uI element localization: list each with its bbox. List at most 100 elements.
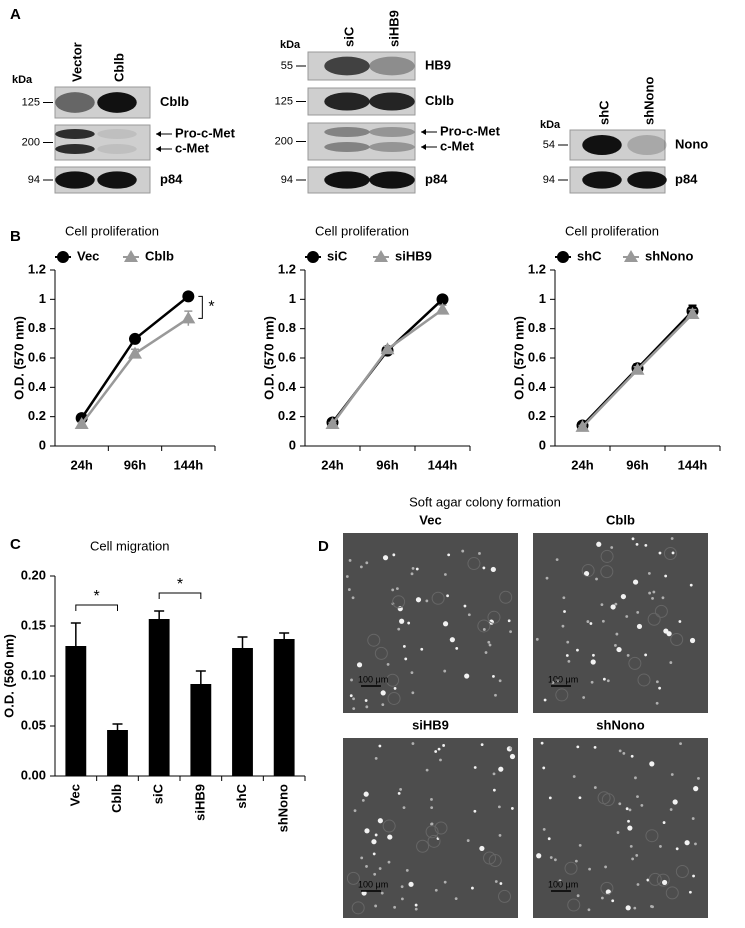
colony xyxy=(391,588,395,592)
colony xyxy=(692,874,695,878)
colony xyxy=(365,865,368,868)
colony xyxy=(364,699,368,702)
colony xyxy=(684,840,690,846)
colony xyxy=(509,753,516,760)
cell-shadow xyxy=(647,612,661,626)
cell-shadow xyxy=(600,565,614,579)
colony xyxy=(443,880,447,884)
colony xyxy=(400,885,404,889)
y-tick-label: 0.8 xyxy=(28,320,46,335)
y-tick-label: 0.6 xyxy=(528,349,546,364)
bar xyxy=(65,646,87,776)
blot-band xyxy=(369,171,415,189)
colony xyxy=(549,856,553,859)
blot-band xyxy=(97,171,137,189)
kda-value: 200 xyxy=(275,135,293,147)
colony xyxy=(415,597,422,603)
colony xyxy=(666,631,672,637)
marker xyxy=(181,311,196,324)
x-tick-label: 96h xyxy=(124,457,146,472)
y-tick-label: 0.8 xyxy=(528,320,546,335)
colony xyxy=(545,576,549,580)
marker xyxy=(182,290,195,303)
kda-value: 94 xyxy=(281,174,293,186)
colony xyxy=(494,880,498,883)
colony xyxy=(664,574,668,578)
chart-title: Cell proliferation xyxy=(315,223,409,238)
colony xyxy=(487,640,491,644)
colony xyxy=(589,622,593,625)
arrow-head xyxy=(421,144,426,150)
colony xyxy=(484,651,488,654)
kda-value: 125 xyxy=(275,95,293,107)
cell-shadow xyxy=(645,829,659,843)
y-tick-label: 0 xyxy=(289,437,296,452)
colony xyxy=(670,773,674,776)
marker xyxy=(325,417,340,429)
colony xyxy=(411,567,415,570)
colony xyxy=(655,680,659,684)
y-tick-label: 0.4 xyxy=(528,379,547,394)
kda-value: 94 xyxy=(543,174,555,186)
colony xyxy=(439,758,442,762)
marker xyxy=(307,251,319,263)
legend-label: Cblb xyxy=(145,248,174,263)
colony xyxy=(466,839,470,842)
colony xyxy=(386,662,390,666)
x-tick-label: shNono xyxy=(276,784,291,832)
x-tick-label: 24h xyxy=(571,457,593,472)
colony xyxy=(359,565,363,569)
cell-shadow xyxy=(477,619,491,633)
lane-label: shC xyxy=(596,100,611,125)
y-tick-label: 0.6 xyxy=(278,349,296,364)
colony xyxy=(616,831,620,834)
kda-value: 200 xyxy=(22,136,40,148)
y-tick-label: 0.2 xyxy=(28,408,46,423)
annotation: * xyxy=(208,299,214,316)
blot-band xyxy=(55,171,95,189)
colony xyxy=(510,807,514,810)
kda-value: 125 xyxy=(22,96,40,108)
colony xyxy=(590,659,596,665)
colony xyxy=(399,788,403,791)
cell-shadow xyxy=(564,861,578,875)
colony xyxy=(697,776,700,780)
y-axis-label: O.D. (570 nm) xyxy=(511,316,526,400)
kda-label: kDa xyxy=(540,119,561,131)
colony xyxy=(596,541,602,547)
bar xyxy=(107,730,128,776)
colony xyxy=(380,690,386,696)
blot-band xyxy=(324,142,370,152)
blot-band xyxy=(627,135,667,155)
colony xyxy=(498,833,502,837)
colony xyxy=(437,747,441,751)
colony xyxy=(382,555,389,561)
colony xyxy=(454,897,458,901)
arrow-head xyxy=(156,146,161,152)
colony xyxy=(352,697,355,701)
colony xyxy=(374,904,378,908)
kda-label: kDa xyxy=(12,74,33,86)
colony xyxy=(365,705,369,709)
colony xyxy=(404,657,408,661)
scale-label: 100 μm xyxy=(358,879,388,889)
colony xyxy=(593,786,597,789)
colony xyxy=(652,590,656,594)
x-tick-label: 24h xyxy=(70,457,92,472)
marker xyxy=(374,250,388,262)
blot-band xyxy=(55,92,95,113)
y-tick-label: 0.2 xyxy=(278,408,296,423)
colony xyxy=(397,627,401,631)
colony xyxy=(414,903,418,907)
colony xyxy=(425,599,429,603)
colony xyxy=(482,628,486,631)
image-label: shNono xyxy=(596,717,644,732)
marker xyxy=(557,251,569,263)
kda-value: 94 xyxy=(28,174,40,186)
colony xyxy=(364,828,370,834)
y-tick-label: 1.2 xyxy=(528,261,546,276)
colony xyxy=(372,852,376,856)
colony xyxy=(363,791,369,797)
blot-band xyxy=(55,129,95,139)
panel-label: C xyxy=(10,536,21,553)
